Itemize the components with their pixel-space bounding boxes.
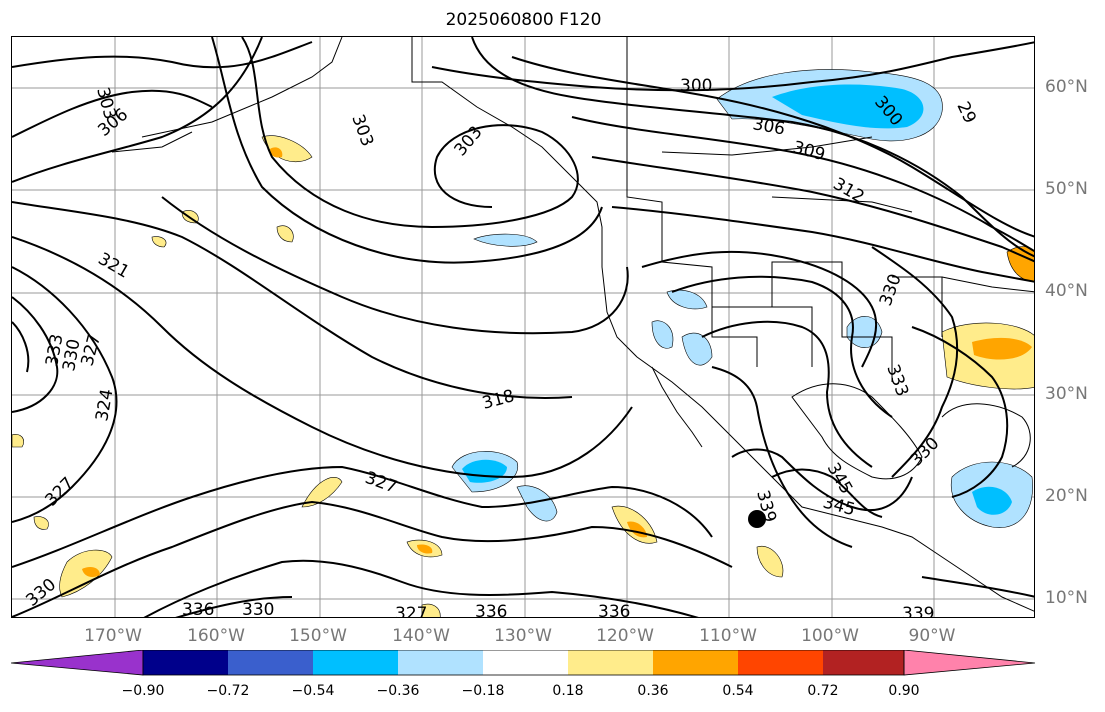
colorbar-extend-low <box>11 650 144 676</box>
colorbar-tick-label: −0.54 <box>291 683 335 699</box>
contour-label: 327 <box>395 604 427 618</box>
contour-label: 336 <box>475 602 507 618</box>
colorbar-bin <box>313 650 398 675</box>
contour-label: 303 <box>347 112 377 149</box>
contour-label: 336 <box>182 600 214 618</box>
map-svg: 303 306 303 303 300 306 309 312 300 29 3… <box>12 37 1034 618</box>
shade-positive-trop5 <box>301 477 343 508</box>
shade-negative-west1 <box>651 320 674 349</box>
storm-center-marker <box>748 510 766 528</box>
lon-label-140w: 140°W <box>392 626 450 646</box>
colorbar-bin <box>653 650 738 675</box>
shade-positive-alaska <box>261 135 313 163</box>
contour-label: 330 <box>906 433 943 470</box>
lat-label-40n: 40°N <box>1045 281 1088 301</box>
contour-label: 327 <box>41 473 78 510</box>
colorbar-bin <box>823 650 904 675</box>
contour-label: 333 <box>882 362 912 399</box>
shade-positive-small5 <box>12 434 24 448</box>
contour-label: 29 <box>952 99 979 127</box>
shade-negative-west2 <box>681 332 713 366</box>
lon-label-160w: 160°W <box>187 626 245 646</box>
colorbar-bin <box>738 650 823 675</box>
shade-positive-trop2 <box>756 545 784 578</box>
contour-label: 339 <box>902 604 934 618</box>
coastlines <box>111 37 1034 612</box>
colorbar-extend-high <box>903 650 1036 676</box>
contour-label: 336 <box>598 602 630 618</box>
anomaly-shading <box>12 69 1034 617</box>
contour-label: 327 <box>78 332 106 369</box>
map-title: 2025060800 F120 <box>445 10 602 30</box>
shade-positive-trop3-core <box>417 544 433 554</box>
shade-negative-pacific2 <box>516 485 558 522</box>
colorbar-bin <box>143 650 228 675</box>
shade-positive-small1 <box>276 225 294 243</box>
contour-label: 330 <box>242 600 274 618</box>
colorbar-bin <box>398 650 483 675</box>
contour-label: 345 <box>823 460 857 498</box>
colorbar-tick-label: 0.72 <box>807 683 839 699</box>
colorbar <box>11 650 1036 676</box>
shade-positive-small4 <box>33 516 49 530</box>
contour-label-group: 303 306 303 303 300 306 309 312 300 29 3… <box>22 76 979 618</box>
colorbar-tick-label: 0.18 <box>552 683 584 699</box>
shade-positive-small3 <box>151 236 167 248</box>
lat-label-30n: 30°N <box>1045 384 1088 404</box>
colorbar-bin <box>568 650 653 675</box>
shade-negative-west3 <box>473 233 538 247</box>
colorbar-bin <box>483 650 568 675</box>
shade-positive-trop4-core <box>82 567 100 577</box>
colorbar-tick-label: 0.36 <box>637 683 669 699</box>
shade-positive-se-core <box>972 337 1032 360</box>
lon-label-90w: 90°W <box>908 626 956 646</box>
shade-positive-greatlakes <box>1006 246 1034 283</box>
contour-label: 306 <box>751 114 786 139</box>
shade-positive-alaska-core <box>270 147 283 158</box>
contour-label: 312 <box>830 174 868 208</box>
contour-label: 330 <box>876 271 906 308</box>
shade-positive-south <box>421 603 441 617</box>
lon-label-130w: 130°W <box>494 626 552 646</box>
shade-negative-mexico-core <box>972 486 1012 515</box>
contour-label: 324 <box>92 387 117 422</box>
colorbar-tick-label: −0.90 <box>121 683 165 699</box>
colorbar-tick-label: 0.90 <box>888 683 920 699</box>
lat-label-60n: 60°N <box>1045 77 1088 97</box>
colorbar-bin <box>228 650 313 675</box>
shade-negative-nw <box>666 289 708 310</box>
lat-label-50n: 50°N <box>1045 179 1088 199</box>
shade-negative-canada-core <box>772 84 924 129</box>
contour-label: 318 <box>480 386 517 414</box>
colorbar-tick-label: 0.54 <box>722 683 754 699</box>
colorbar-tick-label: −0.18 <box>461 683 505 699</box>
contour-label: 300 <box>680 76 712 96</box>
lon-label-120w: 120°W <box>596 626 654 646</box>
lat-label-20n: 20°N <box>1045 486 1088 506</box>
lon-label-170w: 170°W <box>84 626 142 646</box>
contour-label: 327 <box>362 468 399 498</box>
lon-label-100w: 100°W <box>801 626 859 646</box>
contour-label: 309 <box>791 138 828 166</box>
colorbar-tick-label: −0.72 <box>206 683 250 699</box>
lat-label-10n: 10°N <box>1045 588 1088 608</box>
colorbar-tick-label: −0.36 <box>376 683 420 699</box>
map-panel: 303 306 303 303 300 306 309 312 300 29 3… <box>11 36 1035 618</box>
contour-label: 330 <box>22 575 60 611</box>
contour-lines <box>12 37 1034 617</box>
lon-label-150w: 150°W <box>289 626 347 646</box>
lon-label-110w: 110°W <box>699 626 757 646</box>
